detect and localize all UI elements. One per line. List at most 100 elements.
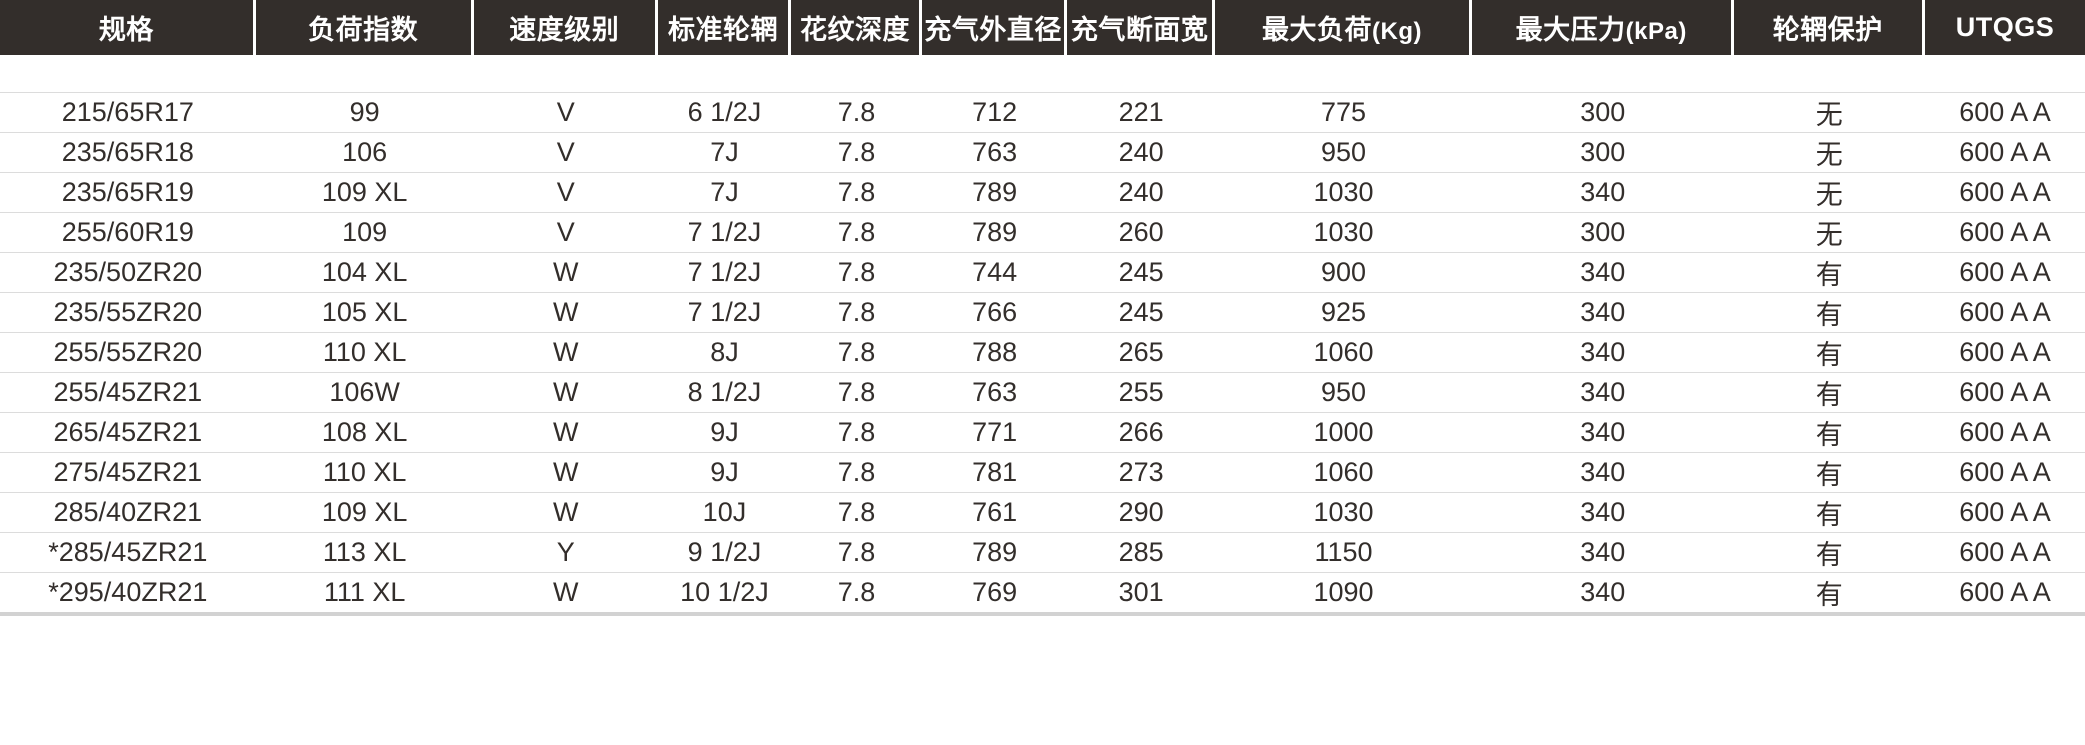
cell-section: 266 [1067,412,1216,452]
table-row: 235/50ZR20 104 XL W 7 1/2J 7.8 744 245 900 340 有 6… [0,252,2085,292]
cell-diameter: 781 [921,452,1068,492]
cell-tread: 7.8 [791,492,922,532]
cell-section: 265 [1067,332,1216,372]
cell-max_press: 300 [1471,92,1734,132]
column-header-speed: 速度级别 [473,0,658,55]
cell-section: 273 [1067,452,1216,492]
cell-max_load: 950 [1215,132,1472,172]
cell-max_press: 340 [1471,372,1734,412]
cell-rim: 9 1/2J [657,532,792,572]
cell-section: 290 [1067,492,1216,532]
table-row: 215/65R17 99 V 6 1/2J 7.8 712 221 775 300 无 600 A … [0,92,2085,132]
column-header-label: 花纹深度 [799,15,910,45]
cell-tread: 7.8 [791,212,922,252]
cell-diameter: 763 [921,372,1068,412]
cell-tread: 7.8 [791,372,922,412]
cell-utqgs: 600 A A [1924,332,2085,372]
table-body: 215/65R17 99 V 6 1/2J 7.8 712 221 775 300 无 600 A … [0,55,2085,612]
column-header-label: UTQGS [1955,12,2055,42]
column-header-diameter: 充气外直径 [921,0,1068,55]
cell-diameter: 788 [921,332,1068,372]
cell-max_load: 925 [1215,292,1472,332]
cell-max_press: 340 [1471,332,1734,372]
table-row: 285/40ZR21 109 XL W 10J 7.8 761 290 1030 340 有 600… [0,492,2085,532]
cell-utqgs: 600 A A [1924,172,2085,212]
cell-max_load: 1030 [1215,212,1472,252]
cell-max_load: 1060 [1215,452,1472,492]
column-header-utqgs: UTQGS [1924,0,2085,55]
cell-load_index: 113 XL [255,532,474,572]
cell-speed: W [473,292,658,332]
cell-max_press: 300 [1471,212,1734,252]
cell-rim: 7 1/2J [657,252,792,292]
cell-spec: 235/65R18 [0,132,256,172]
cell-max_press: 300 [1471,132,1734,172]
cell-tread: 7.8 [791,132,922,172]
cell-max_load: 1030 [1215,172,1472,212]
column-header-section: 充气断面宽 [1067,0,1216,55]
cell-speed: W [473,572,658,612]
cell-spec: 215/65R17 [0,92,256,132]
cell-speed: W [473,452,658,492]
cell-diameter: 744 [921,252,1068,292]
tire-specification-table: 规格 负荷指数 速度级别 标准轮辋 花纹深度 充气外直径 充气断面宽 最大负荷(Kg) 最大压力… [0,0,2085,617]
cell-speed: W [473,252,658,292]
table-row: 235/65R18 106 V 7J 7.8 763 240 950 300 无 600 A A [0,132,2085,172]
cell-spec: 285/40ZR21 [0,492,256,532]
cell-load_index: 109 [255,212,474,252]
cell-utqgs: 600 A A [1924,492,2085,532]
cell-load_index: 99 [255,92,474,132]
cell-max_load: 1090 [1215,572,1472,612]
cell-spec: *285/45ZR21 [0,532,256,572]
table-row: 255/60R19 109 V 7 1/2J 7.8 789 260 1030 300 无 600 … [0,212,2085,252]
cell-diameter: 766 [921,292,1068,332]
cell-rim: 7 1/2J [657,292,792,332]
cell-max_press: 340 [1471,572,1734,612]
cell-max_load: 1060 [1215,332,1472,372]
table-row: *295/40ZR21 111 XL W 10 1/2J 7.8 769 301 1090 34… [0,572,2085,612]
cell-max_press: 340 [1471,532,1734,572]
cell-diameter: 769 [921,572,1068,612]
cell-section: 245 [1067,252,1216,292]
cell-max_press: 340 [1471,452,1734,492]
cell-rim: 9J [657,412,792,452]
column-header-tread: 花纹深度 [791,0,922,55]
cell-spec: 255/45ZR21 [0,372,256,412]
header-spacer-cell [0,55,2085,92]
cell-max_load: 900 [1215,252,1472,292]
cell-rim: 8 1/2J [657,372,792,412]
column-header-max_press: 最大压力(kPa) [1471,0,1734,55]
cell-rim_protect: 有 [1733,372,1925,412]
cell-tread: 7.8 [791,252,922,292]
column-header-unit: (kPa) [1625,18,1687,45]
column-header-unit: (Kg) [1372,18,1422,45]
cell-rim: 7J [657,172,792,212]
cell-rim_protect: 有 [1733,532,1925,572]
column-header-label: 最大负荷 [1262,15,1372,45]
cell-speed: Y [473,532,658,572]
cell-rim: 8J [657,332,792,372]
column-header-label: 最大压力 [1515,15,1626,45]
cell-speed: W [473,412,658,452]
cell-section: 245 [1067,292,1216,332]
cell-rim_protect: 无 [1733,212,1925,252]
cell-utqgs: 600 A A [1924,252,2085,292]
cell-tread: 7.8 [791,292,922,332]
cell-tread: 7.8 [791,572,922,612]
column-header-label: 规格 [98,15,154,45]
table-row: 265/45ZR21 108 XL W 9J 7.8 771 266 1000 340 有 600 … [0,412,2085,452]
cell-rim_protect: 有 [1733,572,1925,612]
cell-load_index: 106 [255,132,474,172]
cell-section: 260 [1067,212,1216,252]
table-header: 规格 负荷指数 速度级别 标准轮辋 花纹深度 充气外直径 充气断面宽 最大负荷(Kg) 最大压力… [0,0,2085,55]
table-header-row: 规格 负荷指数 速度级别 标准轮辋 花纹深度 充气外直径 充气断面宽 最大负荷(Kg) 最大压力… [0,0,2085,55]
cell-rim: 9J [657,452,792,492]
cell-section: 221 [1067,92,1216,132]
cell-utqgs: 600 A A [1924,532,2085,572]
cell-rim_protect: 有 [1733,332,1925,372]
cell-utqgs: 600 A A [1924,372,2085,412]
cell-max_load: 1150 [1215,532,1472,572]
cell-max_press: 340 [1471,252,1734,292]
cell-tread: 7.8 [791,412,922,452]
cell-speed: V [473,212,658,252]
